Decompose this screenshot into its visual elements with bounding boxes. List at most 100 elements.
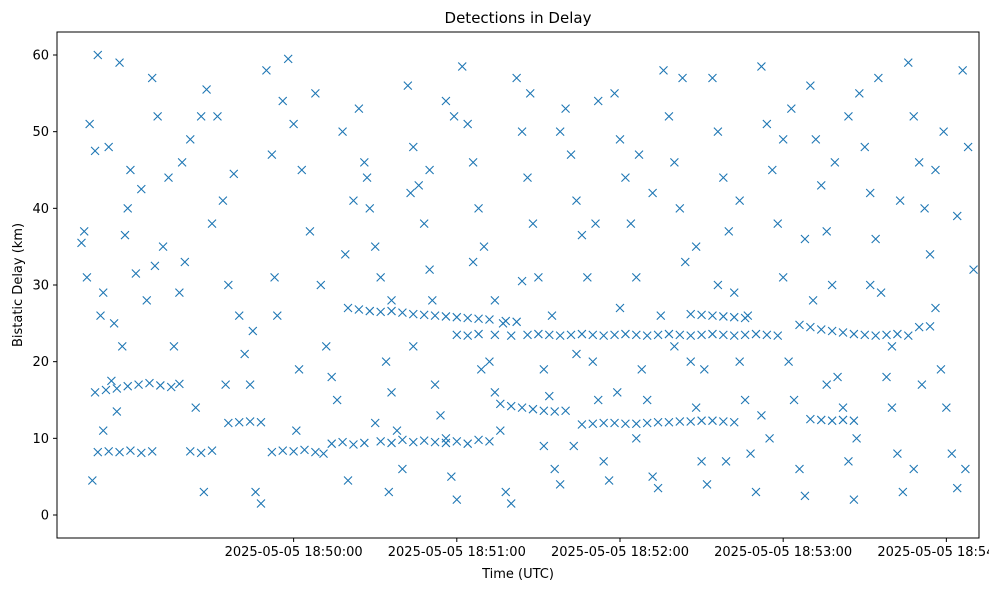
data-point bbox=[713, 127, 723, 137]
data-point bbox=[963, 142, 973, 152]
data-point bbox=[762, 330, 772, 340]
data-point bbox=[289, 446, 299, 456]
data-point bbox=[822, 226, 832, 236]
y-tick-label: 30 bbox=[32, 279, 49, 294]
data-point bbox=[512, 317, 522, 327]
x-axis-label: Time (UTC) bbox=[481, 567, 554, 582]
y-axis-label: Bistatic Delay (km) bbox=[11, 223, 26, 347]
data-point bbox=[838, 415, 848, 425]
x-axis-ticks: 2025-05-05 18:50:00 2025-05-05 18:51:00 20… bbox=[225, 538, 989, 560]
data-point bbox=[85, 119, 95, 129]
data-point bbox=[104, 142, 114, 152]
data-point bbox=[98, 288, 108, 298]
data-point bbox=[196, 448, 206, 458]
data-point bbox=[441, 433, 451, 443]
data-point bbox=[588, 419, 598, 429]
data-point bbox=[398, 308, 407, 317]
data-point bbox=[827, 280, 837, 290]
data-point bbox=[729, 312, 739, 322]
data-point bbox=[77, 238, 86, 248]
data-point bbox=[327, 439, 337, 449]
data-point bbox=[931, 165, 940, 175]
data-point bbox=[349, 196, 358, 206]
data-point bbox=[93, 447, 103, 457]
data-point bbox=[291, 426, 301, 436]
data-point bbox=[767, 165, 777, 175]
data-point bbox=[463, 119, 473, 129]
data-point bbox=[134, 380, 143, 390]
data-point bbox=[517, 127, 527, 137]
data-point bbox=[718, 417, 728, 426]
data-point bbox=[729, 331, 739, 340]
data-point bbox=[468, 157, 478, 167]
data-point bbox=[952, 483, 962, 493]
data-point bbox=[751, 487, 761, 497]
data-point bbox=[577, 230, 587, 240]
data-point bbox=[150, 261, 160, 271]
data-point bbox=[621, 419, 630, 429]
data-point bbox=[414, 180, 424, 190]
data-point bbox=[479, 242, 489, 252]
data-point bbox=[615, 134, 625, 144]
data-point bbox=[381, 357, 391, 367]
data-point bbox=[175, 288, 184, 298]
data-point bbox=[631, 419, 641, 429]
data-point bbox=[175, 379, 184, 389]
data-point bbox=[327, 372, 337, 382]
data-point bbox=[882, 330, 891, 340]
data-point bbox=[354, 305, 364, 314]
data-point bbox=[634, 150, 644, 160]
plot-frame bbox=[56, 31, 980, 539]
data-point bbox=[729, 288, 739, 298]
data-point bbox=[724, 226, 734, 236]
data-point bbox=[795, 320, 804, 330]
data-point bbox=[468, 257, 478, 267]
data-point bbox=[631, 272, 641, 282]
data-point bbox=[893, 329, 902, 339]
data-point bbox=[202, 85, 211, 94]
data-point bbox=[185, 446, 195, 456]
data-point bbox=[343, 303, 353, 313]
data-point bbox=[599, 331, 609, 340]
data-point bbox=[593, 395, 603, 405]
y-tick-label: 10 bbox=[32, 432, 49, 447]
data-point bbox=[278, 96, 288, 106]
data-point bbox=[686, 417, 696, 426]
data-point bbox=[642, 418, 652, 428]
data-point bbox=[387, 387, 396, 397]
data-point bbox=[773, 331, 783, 340]
y-tick-label: 50 bbox=[32, 125, 49, 140]
data-point bbox=[686, 309, 696, 319]
data-point bbox=[969, 265, 978, 275]
data-point bbox=[449, 111, 459, 121]
data-point bbox=[419, 310, 429, 320]
data-point bbox=[699, 364, 709, 374]
data-point bbox=[566, 150, 576, 160]
data-point bbox=[621, 173, 630, 183]
data-point bbox=[362, 173, 372, 183]
data-point bbox=[593, 96, 603, 106]
data-point bbox=[319, 449, 328, 459]
data-point bbox=[808, 295, 818, 305]
data-point bbox=[713, 280, 723, 290]
data-point bbox=[887, 341, 897, 351]
data-point bbox=[550, 464, 560, 474]
data-point bbox=[860, 330, 870, 340]
data-point bbox=[648, 472, 658, 482]
y-tick-label: 40 bbox=[32, 202, 49, 217]
data-point bbox=[376, 437, 386, 446]
data-point bbox=[476, 364, 486, 374]
data-point bbox=[718, 173, 728, 183]
data-point bbox=[523, 173, 532, 183]
data-point bbox=[430, 311, 440, 321]
data-point bbox=[914, 322, 924, 332]
data-point bbox=[882, 372, 891, 382]
data-point bbox=[729, 417, 739, 427]
data-point bbox=[452, 495, 462, 505]
data-point bbox=[610, 418, 619, 428]
data-point bbox=[539, 364, 549, 374]
data-point bbox=[506, 499, 516, 508]
data-point bbox=[365, 306, 375, 316]
data-point bbox=[300, 445, 309, 455]
data-point bbox=[721, 456, 731, 466]
